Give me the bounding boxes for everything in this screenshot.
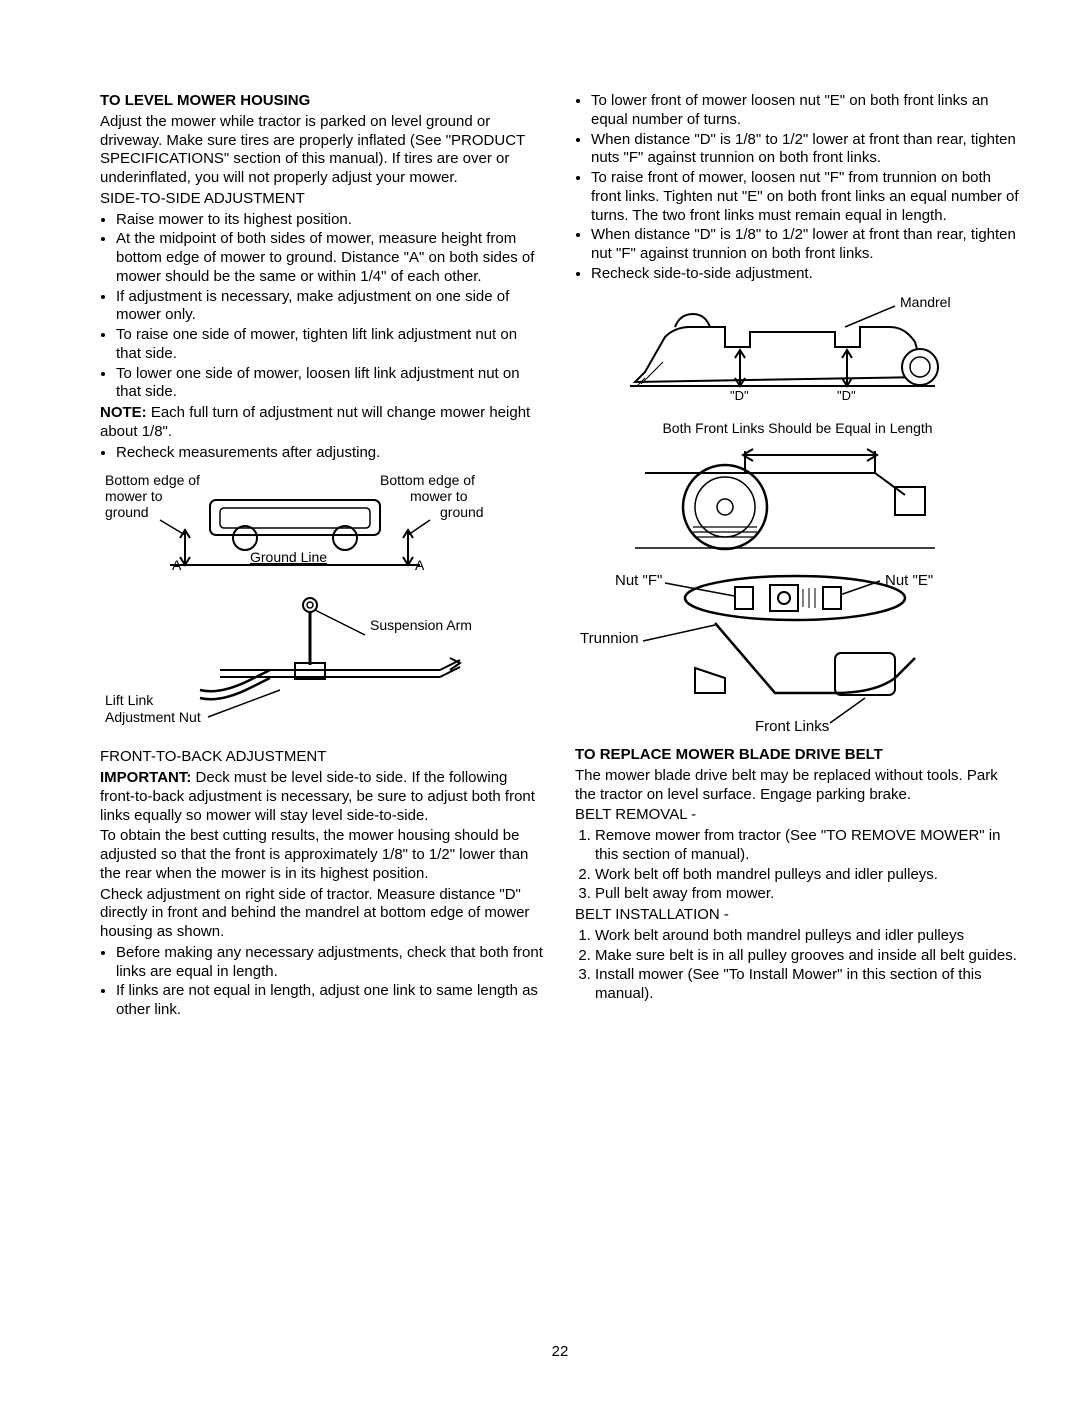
list-item: Recheck measurements after adjusting. — [116, 444, 545, 463]
left-column: TO LEVEL MOWER HOUSING Adjust the mower … — [100, 90, 545, 1337]
list-item: To lower one side of mower, loosen lift … — [116, 365, 545, 403]
fig-label: mower to — [105, 488, 163, 504]
list-item: If links are not equal in length, adjust… — [116, 982, 545, 1020]
list-item: Work belt off both mandrel pulleys and i… — [595, 866, 1020, 885]
list-item: Work belt around both mandrel pulleys an… — [595, 927, 1020, 946]
fig-label: Lift Link — [105, 692, 154, 708]
list-item: At the midpoint of both sides of mower, … — [116, 230, 545, 286]
list-item: Remove mower from tractor (See "TO REMOV… — [595, 827, 1020, 865]
list-item: When distance "D" is 1/8" to 1/2" lower … — [591, 226, 1020, 264]
figure-nuts: Nut "F" Nut "E" Trunnion — [575, 563, 1020, 738]
fig-label: mower to — [410, 488, 468, 504]
list-item: Raise mower to its highest position. — [116, 211, 545, 230]
subhead-belt-install: BELT INSTALLATION - — [575, 906, 1020, 925]
page-number: 22 — [100, 1343, 1020, 1362]
note-text: Each full turn of adjustment nut will ch… — [100, 404, 530, 440]
fig-label: Trunnion — [580, 630, 639, 647]
fig-label: A — [172, 557, 182, 573]
fig-label: Front Links — [755, 718, 829, 735]
heading-level-mower: TO LEVEL MOWER HOUSING — [100, 92, 545, 111]
figure-links-equal — [575, 445, 1020, 555]
fig-label: ground — [440, 504, 484, 520]
list-item: Install mower (See "To Install Mower" in… — [595, 966, 1020, 1004]
paragraph: Check adjustment on right side of tracto… — [100, 886, 545, 942]
note-paragraph: NOTE: Each full turn of adjustment nut w… — [100, 404, 545, 442]
fig-label: Bottom edge of — [380, 472, 475, 488]
note-label: NOTE: — [100, 404, 147, 421]
subhead-side-to-side: SIDE-TO-SIDE ADJUSTMENT — [100, 190, 545, 209]
fig-label: Suspension Arm — [370, 617, 472, 633]
list-item: When distance "D" is 1/8" to 1/2" lower … — [591, 131, 1020, 169]
fig-label: A — [415, 557, 425, 573]
two-columns: TO LEVEL MOWER HOUSING Adjust the mower … — [100, 90, 1020, 1337]
heading-replace-belt: TO REPLACE MOWER BLADE DRIVE BELT — [575, 746, 1020, 765]
list-item: To raise front of mower, loosen nut "F" … — [591, 169, 1020, 225]
paragraph: To obtain the best cutting results, the … — [100, 827, 545, 883]
bullet-list-side: Raise mower to its highest position. At … — [100, 211, 545, 403]
numbered-list-removal: Remove mower from tractor (See "TO REMOV… — [575, 827, 1020, 904]
fig-label: Mandrel — [900, 294, 951, 310]
figure-caption: Both Front Links Should be Equal in Leng… — [575, 420, 1020, 438]
bullet-list-front: Before making any necessary adjustments,… — [100, 944, 545, 1020]
bullet-list-right: To lower front of mower loosen nut "E" o… — [575, 92, 1020, 284]
fig-label: ground — [105, 504, 149, 520]
paragraph: The mower blade drive belt may be replac… — [575, 767, 1020, 805]
figure-mower-ground: Bottom edge of mower to ground Bottom ed… — [100, 470, 545, 740]
list-item: To lower front of mower loosen nut "E" o… — [591, 92, 1020, 130]
important-label: IMPORTANT: — [100, 769, 191, 786]
numbered-list-install: Work belt around both mandrel pulleys an… — [575, 927, 1020, 1004]
subhead-belt-removal: BELT REMOVAL - — [575, 806, 1020, 825]
fig-label: "D" — [730, 388, 749, 403]
important-paragraph: IMPORTANT: Deck must be level side-to si… — [100, 769, 545, 825]
intro-paragraph: Adjust the mower while tractor is parked… — [100, 113, 545, 188]
fig-label: Ground Line — [250, 549, 327, 565]
list-item: Recheck side-to-side adjustment. — [591, 265, 1020, 284]
list-item: Make sure belt is in all pulley grooves … — [595, 947, 1020, 966]
list-item: If adjustment is necessary, make adjustm… — [116, 288, 545, 326]
list-item: To raise one side of mower, tighten lift… — [116, 326, 545, 364]
page: TO LEVEL MOWER HOUSING Adjust the mower … — [0, 0, 1080, 1402]
figure-mandrel: Mandrel "D" — [575, 292, 1020, 412]
fig-label: "D" — [837, 388, 856, 403]
fig-label: Adjustment Nut — [105, 709, 201, 725]
list-item: Before making any necessary adjustments,… — [116, 944, 545, 982]
fig-label: Bottom edge of — [105, 472, 200, 488]
fig-label: Nut "F" — [615, 572, 662, 589]
bullet-list-recheck: Recheck measurements after adjusting. — [100, 444, 545, 463]
right-column: To lower front of mower loosen nut "E" o… — [575, 90, 1020, 1337]
subhead-front-back: FRONT-TO-BACK ADJUSTMENT — [100, 748, 545, 767]
list-item: Pull belt away from mower. — [595, 885, 1020, 904]
